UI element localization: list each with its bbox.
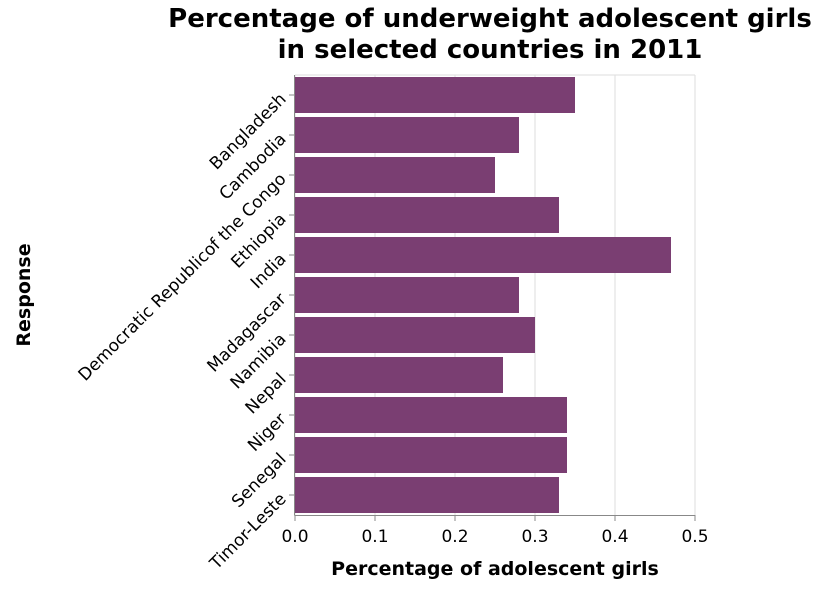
x-tick-label: 0.3	[521, 527, 548, 547]
chart-title-line-2: in selected countries in 2011	[277, 35, 703, 65]
y-axis-title: Response	[13, 243, 35, 346]
bar	[295, 117, 519, 153]
bar	[295, 477, 559, 513]
bar	[295, 277, 519, 313]
x-tick-label: 0.4	[601, 527, 628, 547]
bars	[295, 77, 671, 513]
bar	[295, 77, 575, 113]
chart-title-line-1: Percentage of underweight adolescent gir…	[168, 4, 812, 34]
x-tick-label: 0.2	[441, 527, 468, 547]
bar	[295, 357, 503, 393]
bar	[295, 437, 567, 473]
x-tick-label: 0.5	[681, 527, 708, 547]
y-tick-label: Niger	[244, 409, 290, 455]
x-axis-title: Percentage of adolescent girls	[331, 558, 659, 580]
chart-title: Percentage of underweight adolescent gir…	[150, 4, 826, 66]
bar	[295, 197, 559, 233]
bar	[295, 317, 535, 353]
bar	[295, 157, 495, 193]
bar	[295, 237, 671, 273]
bar	[295, 397, 567, 433]
x-tick-label: 0.1	[361, 527, 388, 547]
x-tick-label: 0.0	[281, 527, 308, 547]
